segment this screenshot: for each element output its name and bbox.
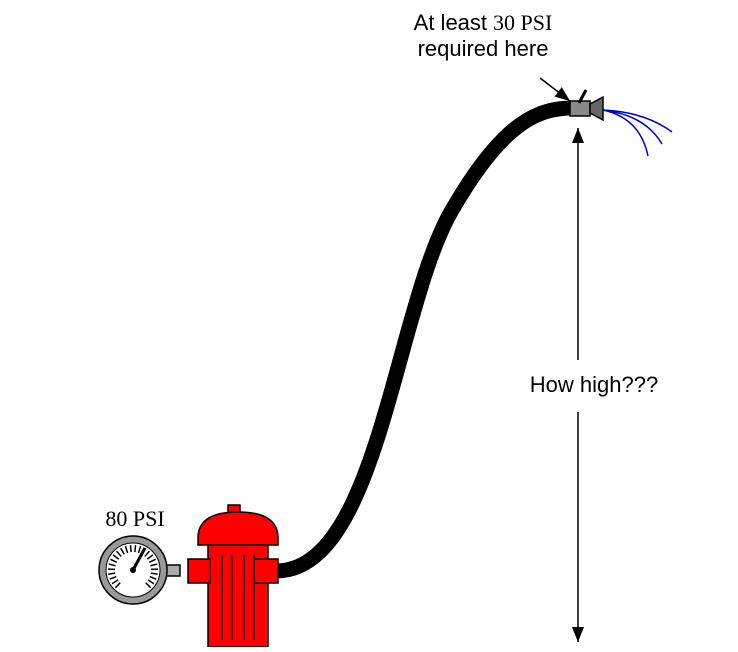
- nozzle-label-prefix: At least: [414, 10, 487, 35]
- leader-arrow: [540, 78, 570, 101]
- height-label: How high???: [530, 372, 658, 397]
- hydrant-right-outlet: [254, 559, 278, 583]
- gauge-tick: [130, 545, 131, 552]
- gauge-connector: [166, 565, 180, 576]
- gauge-hub: [130, 567, 136, 573]
- water-spray: [603, 110, 672, 156]
- gauge-tick: [135, 545, 136, 552]
- hydrant-left-outlet: [188, 559, 210, 583]
- hose: [276, 108, 573, 571]
- hydrant: [188, 505, 278, 647]
- nozzle-label-line2: required here: [418, 36, 549, 61]
- hydrant-dome: [198, 512, 278, 545]
- nozzle-label-value: 30 PSI: [493, 10, 552, 35]
- nozzle-tip: [590, 97, 603, 120]
- gauge-label: 80 PSI: [105, 506, 164, 531]
